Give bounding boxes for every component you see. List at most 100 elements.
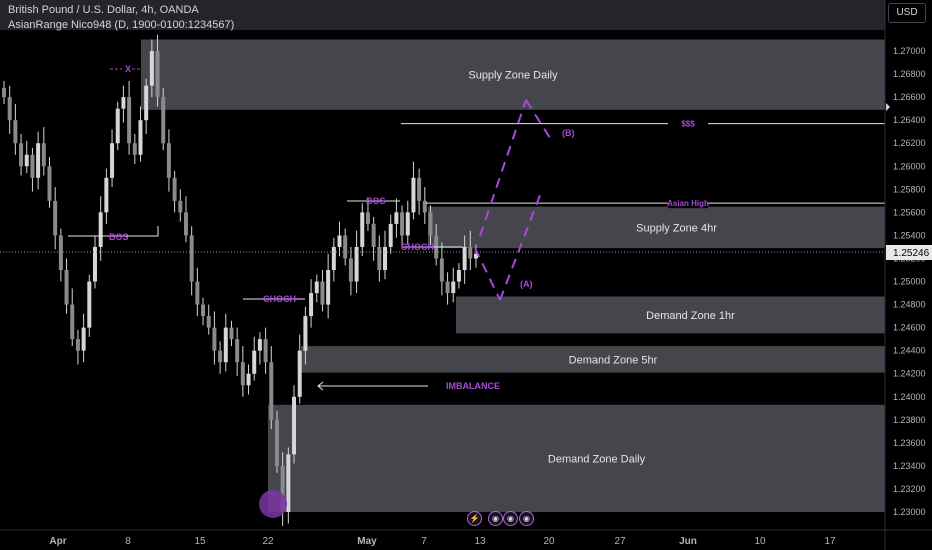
zone-3 (301, 346, 885, 373)
candle-body (286, 454, 291, 512)
us-flag-event-icon-2[interactable]: ◉ (519, 511, 534, 526)
candle-body (7, 97, 12, 121)
candle-body (240, 362, 245, 386)
y-tick-label: 1.23200 (893, 484, 926, 494)
candle-body (462, 246, 467, 270)
candle-body (58, 235, 63, 270)
candle-body (104, 177, 109, 213)
y-tick-label: 1.25600 (893, 207, 926, 217)
candle-body (53, 200, 58, 236)
candle-body (87, 281, 92, 328)
imbalance-arrow-head (317, 381, 324, 391)
candle-body (98, 212, 103, 247)
zone-1 (428, 206, 885, 249)
scroll-arrow-icon[interactable] (886, 103, 890, 111)
x-tick-label: 27 (614, 536, 626, 547)
lightning-event-icon[interactable]: ⚡ (467, 511, 482, 526)
candle-body (92, 246, 97, 282)
currency-button[interactable]: USD (888, 3, 926, 23)
candle-body (155, 51, 160, 98)
last-price-value: 1.25246 (893, 248, 930, 259)
y-tick-label: 1.23600 (893, 438, 926, 448)
candle-body (121, 97, 126, 109)
y-tick-label: 1.23400 (893, 461, 926, 471)
zone-label-2: Demand Zone 1hr (646, 310, 735, 322)
candle-body (257, 339, 262, 351)
candle-body (75, 339, 80, 351)
zone-label-4: Demand Zone Daily (548, 453, 646, 465)
candle-body (149, 51, 154, 86)
last-price-tag: 1.25246 (886, 245, 932, 260)
x-tick-label: 15 (194, 536, 206, 547)
candle-body (468, 246, 473, 259)
candle-body (297, 350, 302, 397)
candle-body (19, 143, 24, 167)
candle-body (218, 350, 223, 363)
top-band (0, 0, 885, 30)
candle-body (417, 177, 422, 201)
candle-body (292, 396, 297, 455)
annotation-a: (A) (520, 279, 533, 289)
candle-body (360, 212, 365, 247)
candle-body (388, 223, 393, 247)
candle-body (456, 270, 461, 282)
annotation-choch-left: CHOCH (263, 294, 296, 304)
zone-label-3: Demand Zone 5hr (569, 354, 658, 366)
candle-body (132, 143, 137, 155)
candle-body (30, 154, 35, 178)
candle-body (178, 200, 183, 213)
candle-body (183, 212, 188, 236)
candle-body (400, 212, 405, 236)
x-tick-label: May (357, 536, 377, 547)
candle-body (326, 270, 331, 305)
projection-leg-1 (474, 247, 501, 301)
candle-body (13, 120, 18, 144)
candle-body (422, 200, 427, 213)
uk-flag-event-icon[interactable]: ◉ (488, 511, 503, 526)
y-tick-label: 1.26800 (893, 69, 926, 79)
candle-body (274, 419, 279, 466)
indicator-title: AsianRange Nico948 (D, 1900-0100:1234567… (8, 19, 235, 31)
levels-layer: $$$ Asian High (401, 118, 885, 209)
candle-body (343, 235, 348, 259)
candle-body (64, 270, 69, 305)
time-axis[interactable]: Apr 8 15 22 May 7 13 20 27 Jun 10 17 (49, 536, 836, 547)
candle-body (263, 339, 268, 363)
zone-0 (141, 39, 885, 110)
candle-body (320, 281, 325, 305)
projection-alt-leg-1 (479, 99, 527, 237)
y-tick-label: 1.24200 (893, 369, 926, 379)
candle-body (115, 108, 120, 144)
candle-body (70, 304, 75, 340)
price-axis[interactable]: 1.27000 1.26800 1.26600 1.26400 1.26200 1.260… (893, 46, 926, 517)
us-flag-event-icon[interactable]: ◉ (503, 511, 518, 526)
candle-body (451, 281, 456, 294)
y-tick-label: 1.25400 (893, 230, 926, 240)
symbol-title: British Pound / U.S. Dollar, 4h, OANDA (8, 4, 199, 16)
candle-body (337, 235, 342, 247)
annotation-bos-mid: BOS (366, 196, 386, 206)
candle-body (47, 166, 52, 201)
candle-body (252, 350, 257, 374)
zone-2 (456, 296, 885, 334)
candle-body (127, 97, 132, 144)
candle-body (138, 120, 143, 155)
candle-body (303, 316, 308, 351)
y-tick-label: 1.25000 (893, 277, 926, 287)
x-tick-label: 22 (262, 536, 274, 547)
candle-body (371, 223, 376, 247)
candle-body (81, 327, 86, 351)
candle-body (41, 143, 46, 167)
candles-layer (2, 34, 478, 526)
candle-body (309, 293, 314, 317)
candle-body (144, 85, 149, 121)
x-tick-label: Jun (679, 536, 697, 547)
candle-body (331, 246, 336, 270)
x-tick-label: 13 (474, 536, 486, 547)
zones-layer: Supply Zone Daily Supply Zone 4hr Demand Z… (141, 39, 885, 512)
candle-body (223, 327, 228, 363)
y-tick-label: 1.24400 (893, 346, 926, 356)
y-tick-label: 1.24000 (893, 392, 926, 402)
candle-body (161, 97, 166, 144)
